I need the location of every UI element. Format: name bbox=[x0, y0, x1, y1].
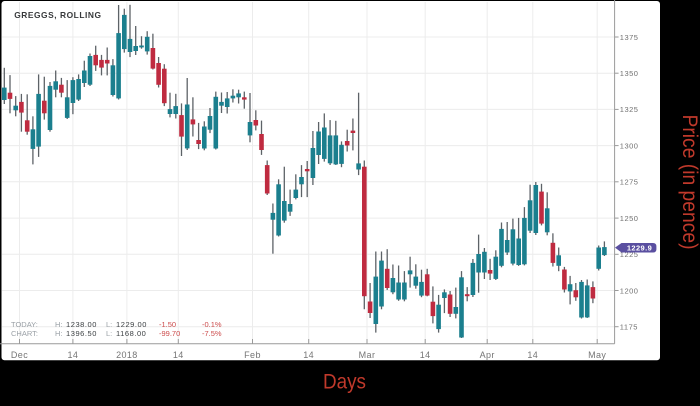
svg-text:14: 14 bbox=[303, 350, 314, 360]
svg-text:L:: L: bbox=[106, 329, 112, 338]
svg-text:1229.9: 1229.9 bbox=[627, 243, 652, 252]
svg-text:1200: 1200 bbox=[620, 286, 639, 295]
svg-text:1275: 1275 bbox=[620, 178, 639, 187]
svg-text:1300: 1300 bbox=[620, 141, 639, 150]
svg-text:CHART:: CHART: bbox=[11, 329, 38, 338]
svg-text:1238.00: 1238.00 bbox=[66, 320, 97, 329]
svg-text:Dec: Dec bbox=[11, 350, 28, 360]
svg-text:Apr: Apr bbox=[480, 350, 495, 360]
svg-text:TODAY:: TODAY: bbox=[11, 320, 38, 329]
svg-text:-99.70: -99.70 bbox=[159, 329, 180, 338]
svg-text:L:: L: bbox=[106, 320, 112, 329]
svg-text:1168.00: 1168.00 bbox=[116, 329, 146, 338]
svg-text:1375: 1375 bbox=[620, 33, 639, 42]
svg-text:14: 14 bbox=[527, 350, 538, 360]
svg-text:1229.00: 1229.00 bbox=[116, 320, 147, 329]
svg-text:May: May bbox=[588, 350, 606, 360]
svg-text:14: 14 bbox=[420, 350, 431, 360]
svg-text:Price (in pence): Price (in pence) bbox=[678, 115, 700, 250]
svg-text:GREGGS, ROLLING: GREGGS, ROLLING bbox=[14, 10, 101, 20]
svg-text:1225: 1225 bbox=[620, 250, 639, 259]
svg-text:1250: 1250 bbox=[620, 214, 639, 223]
svg-text:1175: 1175 bbox=[620, 323, 638, 332]
svg-text:Days: Days bbox=[323, 371, 366, 394]
svg-text:1350: 1350 bbox=[620, 69, 639, 78]
svg-text:Mar: Mar bbox=[359, 350, 376, 360]
svg-text:-7.5%: -7.5% bbox=[202, 329, 222, 338]
svg-text:Feb: Feb bbox=[244, 350, 261, 360]
svg-text:14: 14 bbox=[67, 350, 78, 360]
svg-text:-0.1%: -0.1% bbox=[202, 320, 222, 329]
svg-text:H:: H: bbox=[55, 329, 63, 338]
svg-text:H:: H: bbox=[55, 320, 63, 329]
svg-text:-1.50: -1.50 bbox=[159, 320, 176, 329]
svg-text:1325: 1325 bbox=[620, 105, 639, 114]
svg-text:1396.50: 1396.50 bbox=[66, 329, 97, 338]
svg-text:14: 14 bbox=[173, 350, 184, 360]
svg-text:2018: 2018 bbox=[116, 350, 138, 360]
